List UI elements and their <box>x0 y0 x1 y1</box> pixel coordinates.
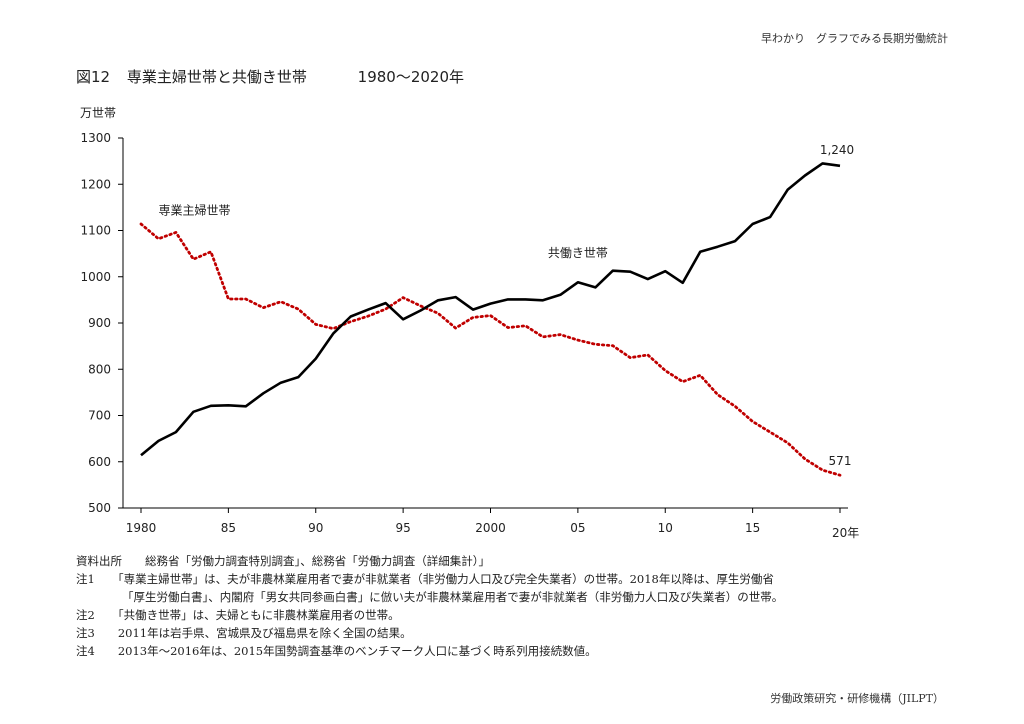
source-note: 資料出所 総務省「労働力調査特別調査」、総務省「労働力調査（詳細集計）」 <box>76 554 490 568</box>
footer-publisher: 労働政策研究・研修機構（JILPT） <box>770 692 944 705</box>
y-tick-label: 600 <box>88 455 111 469</box>
x-tick-label: 05 <box>570 521 585 535</box>
figure-range: 1980～2020年 <box>357 68 465 86</box>
y-ticks: 500 600 700 800 900 1000 1100 1200 1300 <box>80 131 123 515</box>
x-ticks: 1980 85 90 95 2000 05 10 15 20年 <box>126 508 859 540</box>
x-tick-label: 10 <box>658 521 673 535</box>
series-line-housewife <box>139 222 842 477</box>
note-4: 注4 2013年～2016年は、2015年国勢調査基準のベンチマーク人口に基づく… <box>76 644 597 658</box>
note-1: 注1 「専業主婦世帯」は、夫が非農林業雇用者で妻が非就業者（非労働力人口及び完全… <box>76 572 774 586</box>
x-tick-label: 85 <box>221 521 236 535</box>
series-label-dual-income: 共働き世帯 <box>548 246 608 260</box>
x-tick-label: 20年 <box>832 526 859 540</box>
y-tick-label: 1200 <box>80 177 111 191</box>
y-tick-label: 900 <box>88 316 111 330</box>
y-tick-label: 1000 <box>80 270 111 284</box>
note-2: 注2 「共働き世帯」は、夫婦ともに非農林業雇用者の世帯。 <box>76 608 400 622</box>
end-value-housewife: 571 <box>829 454 852 468</box>
y-tick-label: 800 <box>88 362 111 376</box>
x-tick-label: 2000 <box>475 521 506 535</box>
x-tick-label: 90 <box>308 521 323 535</box>
x-tick-label: 95 <box>395 521 410 535</box>
notes-block: 資料出所 総務省「労働力調査特別調査」、総務省「労働力調査（詳細集計）」 注1 … <box>76 552 783 660</box>
figure-title-text: 専業主婦世帯と共働き世帯 <box>126 68 307 86</box>
x-tick-label: 15 <box>745 521 760 535</box>
header-series-title: 早わかり グラフでみる長期労働統計 <box>761 32 948 45</box>
y-tick-label: 500 <box>88 501 111 515</box>
note-3: 注3 2011年は岩手県、宮城県及び福島県を除く全国の結果。 <box>76 626 412 640</box>
figure-title: 図12 専業主婦世帯と共働き世帯 1980～2020年 <box>76 66 464 87</box>
series-label-housewife: 専業主婦世帯 <box>158 202 230 217</box>
series-line-dual-income <box>140 162 841 457</box>
figure-number: 図12 <box>76 68 111 86</box>
x-tick-label: 1980 <box>126 521 157 535</box>
line-chart: 万世帯 500 600 700 800 900 1000 1100 1200 1300 1980… <box>80 106 859 540</box>
series-lines <box>139 162 842 477</box>
y-tick-label: 1300 <box>80 131 111 145</box>
y-tick-label: 1100 <box>80 224 111 238</box>
end-value-dual-income: 1,240 <box>820 143 854 157</box>
note-1-cont: 「厚生労働白書」、内閣府「男女共同参画白書」に倣い夫が非農林業雇用者で妻が非就業… <box>122 590 784 604</box>
y-tick-label: 700 <box>88 409 111 423</box>
y-axis-label: 万世帯 <box>80 106 116 120</box>
